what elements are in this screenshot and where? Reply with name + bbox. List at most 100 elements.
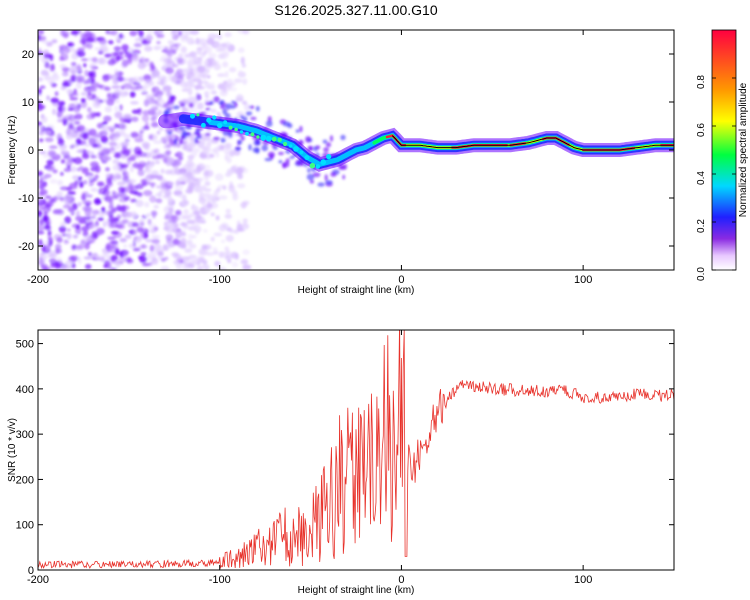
noise-blob <box>83 235 92 243</box>
noise-blob <box>40 30 44 35</box>
ridge-blob <box>252 147 260 153</box>
colorbar: 0.0 0.2 0.4 0.6 0.8 Normalized spectral ampl… <box>696 29 749 281</box>
spectrogram-y-tick-label: 0 <box>28 145 34 157</box>
ridge-blob <box>205 107 211 111</box>
noise-blob <box>133 146 142 154</box>
noise-blob <box>75 227 82 235</box>
noise-blob <box>188 243 197 249</box>
noise-blob <box>122 83 133 90</box>
noise-blob <box>112 79 119 86</box>
noise-blob <box>67 42 75 48</box>
noise-blob <box>57 179 64 186</box>
ridge-blob <box>219 105 226 110</box>
noise-blob <box>119 51 124 56</box>
noise-blob <box>81 193 87 201</box>
noise-blob <box>44 203 52 209</box>
noise-blob <box>198 177 204 182</box>
noise-blob <box>73 106 80 113</box>
noise-blob <box>81 58 88 62</box>
noise-blob <box>223 50 230 57</box>
colorbar-tick-label: 0.8 <box>696 75 707 89</box>
noise-blob <box>154 160 161 165</box>
noise-blob <box>183 261 192 267</box>
noise-blob <box>38 124 43 131</box>
ridge-blob <box>225 103 232 110</box>
noise-blob <box>179 259 184 264</box>
noise-blob <box>38 260 45 265</box>
ridge-line <box>391 135 674 151</box>
noise-blob <box>105 210 113 216</box>
noise-blob <box>66 228 71 232</box>
noise-blob <box>139 151 147 158</box>
noise-blob <box>180 237 187 245</box>
noise-blob <box>202 148 209 154</box>
noise-blob <box>55 210 64 214</box>
ridge-dot <box>256 135 260 139</box>
noise-blob <box>170 31 175 37</box>
spectrogram-x-tick-label: 100 <box>574 274 592 286</box>
ridge-blob <box>189 102 194 108</box>
noise-blob <box>42 215 47 222</box>
noise-blob <box>149 134 158 141</box>
spectrogram-y-label: Frequency (Hz) <box>7 116 18 185</box>
noise-blob <box>218 224 227 232</box>
noise-cloud <box>38 30 348 270</box>
noise-blob <box>197 67 202 71</box>
noise-blob <box>80 100 88 109</box>
noise-blob <box>138 133 144 139</box>
ridge-blob <box>287 123 293 129</box>
noise-blob <box>201 244 207 250</box>
noise-blob <box>61 265 71 270</box>
ridge-blob <box>245 111 253 116</box>
noise-blob <box>42 266 50 270</box>
ridge-blob <box>264 157 273 162</box>
noise-blob <box>38 210 43 218</box>
noise-blob <box>80 32 86 40</box>
noise-blob <box>168 40 175 48</box>
noise-blob <box>133 43 142 48</box>
noise-blob <box>156 40 161 45</box>
noise-blob <box>45 195 52 199</box>
noise-blob <box>195 37 200 45</box>
noise-blob <box>114 152 122 159</box>
noise-blob <box>121 219 129 224</box>
noise-blob <box>82 40 89 49</box>
noise-blob <box>108 204 114 211</box>
noise-blob <box>160 257 166 262</box>
colorbar-tick-label: 0.2 <box>696 219 707 233</box>
noise-blob <box>186 171 193 177</box>
noise-blob <box>163 61 169 68</box>
noise-blob <box>59 64 67 69</box>
ridge-blob <box>195 140 200 144</box>
noise-blob <box>217 144 225 149</box>
ridge-dot <box>228 125 233 130</box>
ridge-dot <box>320 159 327 165</box>
ridge-blob <box>306 173 315 181</box>
noise-blob <box>156 153 165 159</box>
noise-blob <box>137 169 145 177</box>
noise-blob <box>121 44 129 51</box>
noise-blob <box>222 61 229 68</box>
snr-frame <box>37 329 675 571</box>
noise-blob <box>77 47 85 52</box>
noise-blob <box>145 144 150 151</box>
ridge-dot <box>206 117 212 123</box>
noise-blob <box>119 238 127 243</box>
noise-blob <box>63 198 71 203</box>
noise-blob <box>51 39 58 44</box>
noise-blob <box>165 46 173 51</box>
noise-blob <box>83 180 88 185</box>
noise-blob <box>173 42 182 47</box>
noise-blob <box>49 178 58 184</box>
noise-blob <box>183 209 189 215</box>
noise-blob <box>61 233 69 237</box>
noise-blob <box>223 83 231 88</box>
noise-blob <box>43 49 50 55</box>
noise-blob <box>124 234 132 239</box>
noise-blob <box>175 262 183 270</box>
noise-blob <box>179 231 186 236</box>
spectrogram-y-tick-label: -10 <box>18 193 34 205</box>
noise-blob <box>44 64 52 68</box>
noise-blob <box>69 145 75 149</box>
noise-blob <box>39 85 46 89</box>
